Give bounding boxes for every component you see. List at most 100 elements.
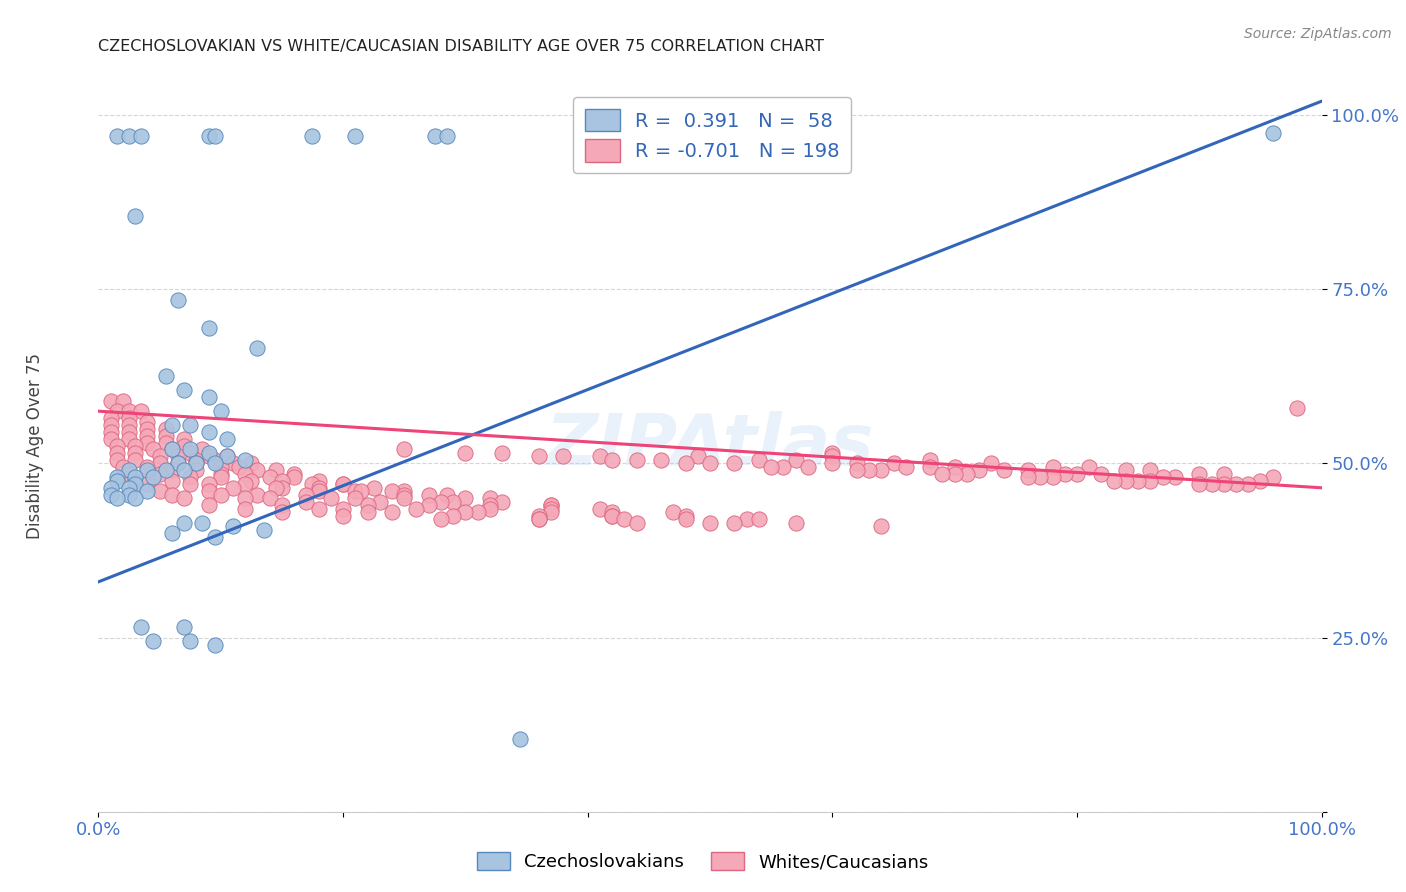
Point bbox=[894, 459, 917, 474]
Point bbox=[111, 459, 134, 474]
Point bbox=[160, 463, 183, 477]
Point bbox=[600, 505, 623, 519]
Point bbox=[233, 477, 256, 491]
Point bbox=[301, 128, 323, 143]
Text: CZECHOSLOVAKIAN VS WHITE/CAUCASIAN DISABILITY AGE OVER 75 CORRELATION CHART: CZECHOSLOVAKIAN VS WHITE/CAUCASIAN DISAB… bbox=[98, 38, 824, 54]
Point bbox=[222, 481, 245, 495]
Point bbox=[264, 481, 287, 495]
Point bbox=[1237, 477, 1260, 491]
Point bbox=[197, 128, 219, 143]
Point bbox=[129, 404, 152, 418]
Point bbox=[204, 128, 226, 143]
Point bbox=[270, 505, 294, 519]
Point bbox=[118, 425, 141, 439]
Point bbox=[179, 477, 201, 491]
Point bbox=[149, 450, 172, 464]
Point bbox=[1139, 474, 1161, 488]
Point bbox=[100, 481, 122, 495]
Point bbox=[240, 474, 263, 488]
Point bbox=[430, 512, 453, 526]
Point bbox=[761, 459, 783, 474]
Point bbox=[1249, 474, 1271, 488]
Point bbox=[197, 484, 219, 499]
Point bbox=[124, 477, 146, 491]
Point bbox=[1017, 463, 1039, 477]
Point bbox=[155, 421, 177, 435]
Point bbox=[167, 293, 190, 307]
Point bbox=[209, 470, 232, 484]
Point bbox=[454, 505, 477, 519]
Point bbox=[441, 508, 464, 523]
Point bbox=[356, 505, 378, 519]
Point bbox=[675, 508, 697, 523]
Point bbox=[423, 128, 446, 143]
Point bbox=[332, 477, 354, 491]
Point bbox=[662, 505, 685, 519]
Point bbox=[118, 463, 141, 477]
Point bbox=[100, 432, 122, 446]
Point bbox=[772, 459, 794, 474]
Point bbox=[845, 463, 868, 477]
Point bbox=[436, 128, 458, 143]
Point bbox=[160, 488, 183, 502]
Point bbox=[436, 488, 458, 502]
Point bbox=[259, 491, 281, 506]
Point bbox=[136, 415, 159, 429]
Point bbox=[943, 459, 966, 474]
Point bbox=[100, 488, 122, 502]
Point bbox=[650, 453, 672, 467]
Point bbox=[1164, 470, 1187, 484]
Point bbox=[491, 446, 513, 460]
Point bbox=[167, 450, 190, 464]
Point bbox=[626, 516, 648, 530]
Point bbox=[197, 390, 219, 404]
Point bbox=[553, 450, 575, 464]
Point bbox=[233, 453, 256, 467]
Point bbox=[118, 404, 141, 418]
Point bbox=[204, 457, 226, 471]
Point bbox=[392, 484, 416, 499]
Point bbox=[332, 508, 354, 523]
Text: Disability Age Over 75: Disability Age Over 75 bbox=[27, 353, 44, 539]
Point bbox=[1261, 470, 1284, 484]
Point bbox=[246, 488, 269, 502]
Point bbox=[980, 457, 1002, 471]
Point bbox=[308, 474, 330, 488]
Point bbox=[454, 446, 477, 460]
Point bbox=[319, 491, 342, 506]
Point bbox=[589, 450, 612, 464]
Point bbox=[527, 450, 550, 464]
Point bbox=[129, 620, 152, 634]
Point bbox=[1225, 477, 1247, 491]
Point bbox=[209, 467, 232, 481]
Point bbox=[186, 453, 208, 467]
Point bbox=[233, 501, 256, 516]
Point bbox=[118, 467, 141, 481]
Point bbox=[191, 516, 214, 530]
Point bbox=[418, 488, 440, 502]
Point bbox=[441, 494, 464, 508]
Point bbox=[167, 457, 190, 471]
Point bbox=[1201, 477, 1223, 491]
Point bbox=[233, 467, 256, 481]
Point bbox=[197, 446, 219, 460]
Point bbox=[920, 453, 942, 467]
Point bbox=[124, 209, 146, 223]
Point bbox=[136, 428, 159, 442]
Point bbox=[356, 498, 378, 512]
Point bbox=[540, 498, 562, 512]
Point bbox=[1212, 477, 1234, 491]
Point bbox=[160, 442, 183, 457]
Point bbox=[956, 467, 979, 481]
Point bbox=[350, 484, 373, 499]
Point bbox=[118, 481, 141, 495]
Point bbox=[540, 505, 562, 519]
Point bbox=[1115, 463, 1137, 477]
Point bbox=[111, 393, 134, 408]
Point bbox=[368, 494, 391, 508]
Point bbox=[136, 421, 159, 435]
Point bbox=[1139, 463, 1161, 477]
Point bbox=[136, 484, 159, 499]
Point bbox=[118, 128, 141, 143]
Point bbox=[675, 512, 697, 526]
